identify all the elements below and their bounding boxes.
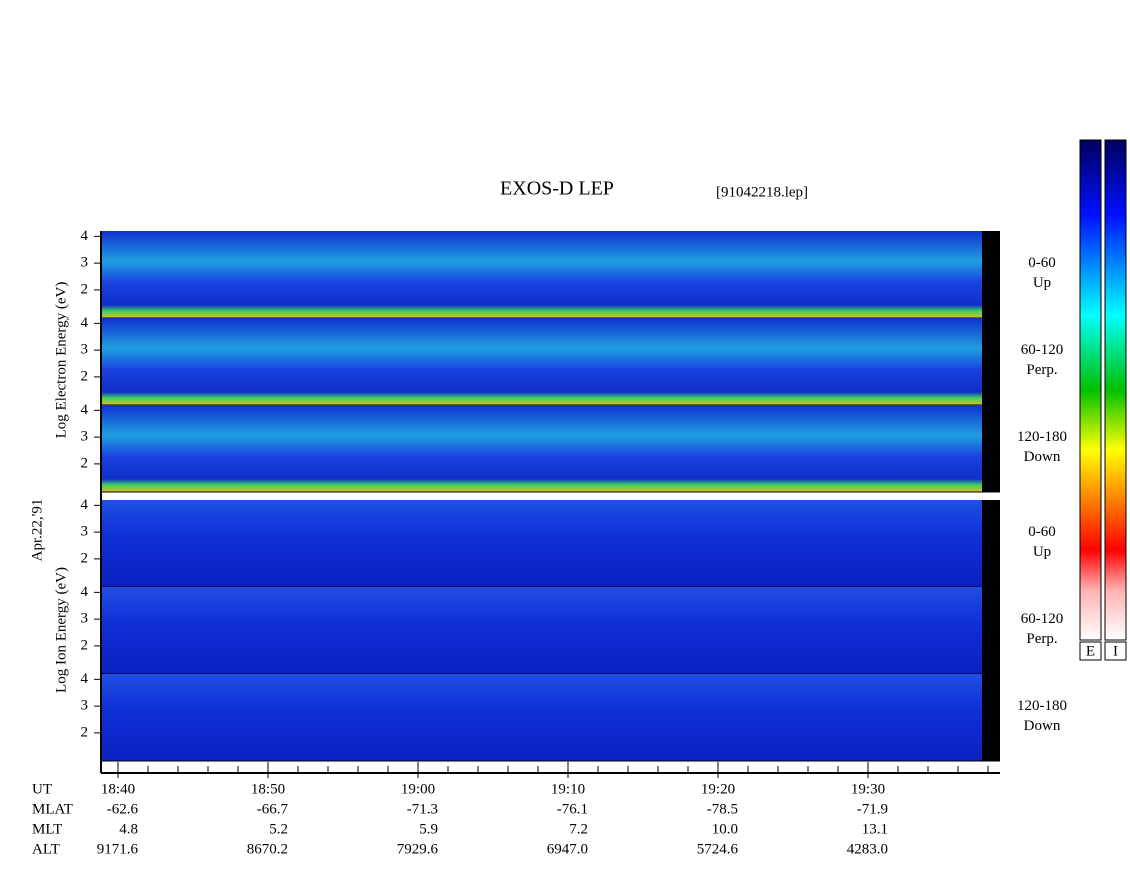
x-tick-label: 19:20 <box>701 781 735 797</box>
row-name: MLT <box>32 821 62 837</box>
row-name: UT <box>32 781 52 797</box>
x-tick-label: 19:00 <box>401 781 435 797</box>
direction-label: Up <box>1033 275 1051 291</box>
file-name: [91042218.lep] <box>716 184 808 200</box>
row-value: 5724.6 <box>697 841 739 857</box>
x-tick-label: 19:30 <box>851 781 885 797</box>
no-data-strip <box>982 500 1000 587</box>
y-tick-label: 2 <box>81 550 89 566</box>
x-tick-label: 18:50 <box>251 781 285 797</box>
x-tick-label: 19:10 <box>551 781 585 797</box>
y-tick-label: 2 <box>81 724 89 740</box>
y-tick-label: 4 <box>81 497 89 513</box>
spectrogram-panel <box>101 500 982 587</box>
y-tick-label: 3 <box>81 255 89 271</box>
row-value: 8670.2 <box>247 841 288 857</box>
no-data-strip <box>982 674 1000 761</box>
angle-label: 120-180 <box>1017 698 1067 714</box>
y-tick-label: 2 <box>81 455 89 471</box>
row-value: 4.8 <box>119 821 138 837</box>
angle-label: 120-180 <box>1017 429 1067 445</box>
direction-label: Perp. <box>1026 362 1057 378</box>
y-tick-label: 4 <box>81 584 89 600</box>
spectrogram-panel <box>101 405 982 492</box>
row-value: 9171.6 <box>97 841 139 857</box>
no-data-strip <box>982 405 1000 492</box>
angle-label: 0-60 <box>1028 255 1056 271</box>
angle-label: 0-60 <box>1028 524 1056 540</box>
y-tick-label: 3 <box>81 524 89 540</box>
colorbar-label-box <box>1079 641 1102 661</box>
no-data-strip <box>982 587 1000 674</box>
row-value: -66.7 <box>257 801 289 817</box>
colorbar-label: E <box>1086 643 1095 659</box>
chart-title: EXOS-D LEP <box>500 178 614 200</box>
y-tick-label: 4 <box>81 671 89 687</box>
y-tick-label: 4 <box>81 315 89 331</box>
row-value: 7929.6 <box>397 841 439 857</box>
y-tick-label: 3 <box>81 698 89 714</box>
row-value: -71.3 <box>407 801 438 817</box>
y-tick-label: 2 <box>81 368 89 384</box>
spectrogram-panel <box>101 587 982 674</box>
direction-label: Perp. <box>1026 631 1057 647</box>
row-value: -62.6 <box>107 801 139 817</box>
no-data-strip <box>982 231 1000 318</box>
spectrogram-panel <box>101 318 982 405</box>
y-axis-label: Log Ion Energy (eV) <box>53 567 69 693</box>
row-value: -78.5 <box>707 801 738 817</box>
date-label: Apr.22,'91 <box>29 499 45 562</box>
colorbar-label-box <box>1104 641 1127 661</box>
y-tick-label: 2 <box>81 281 89 297</box>
row-value: 5.2 <box>269 821 288 837</box>
y-axis-label: Log Electron Energy (eV) <box>53 282 69 439</box>
y-tick-label: 4 <box>81 402 89 418</box>
row-value: 5.9 <box>419 821 438 837</box>
direction-label: Down <box>1024 449 1061 465</box>
y-tick-label: 3 <box>81 429 89 445</box>
y-tick-label: 3 <box>81 611 89 627</box>
y-tick-label: 4 <box>81 228 89 244</box>
spectrogram-panel <box>101 674 982 761</box>
no-data-strip <box>982 318 1000 405</box>
direction-label: Down <box>1024 718 1061 734</box>
row-value: 7.2 <box>569 821 588 837</box>
row-name: MLAT <box>32 801 73 817</box>
row-value: -76.1 <box>557 801 588 817</box>
row-value: 6947.0 <box>547 841 588 857</box>
direction-label: Up <box>1033 544 1051 560</box>
angle-label: 60-120 <box>1021 611 1064 627</box>
row-value: -71.9 <box>857 801 888 817</box>
x-tick-label: 18:40 <box>101 781 135 797</box>
row-value: 4283.0 <box>847 841 888 857</box>
colorbar-label: I <box>1113 643 1118 659</box>
row-name: ALT <box>32 841 60 857</box>
colorbar <box>1079 139 1102 641</box>
y-tick-label: 3 <box>81 342 89 358</box>
colorbar <box>1104 139 1127 641</box>
y-tick-label: 2 <box>81 637 89 653</box>
row-value: 13.1 <box>862 821 888 837</box>
row-value: 10.0 <box>712 821 738 837</box>
spectrogram-panel <box>101 231 982 318</box>
angle-label: 60-120 <box>1021 342 1064 358</box>
